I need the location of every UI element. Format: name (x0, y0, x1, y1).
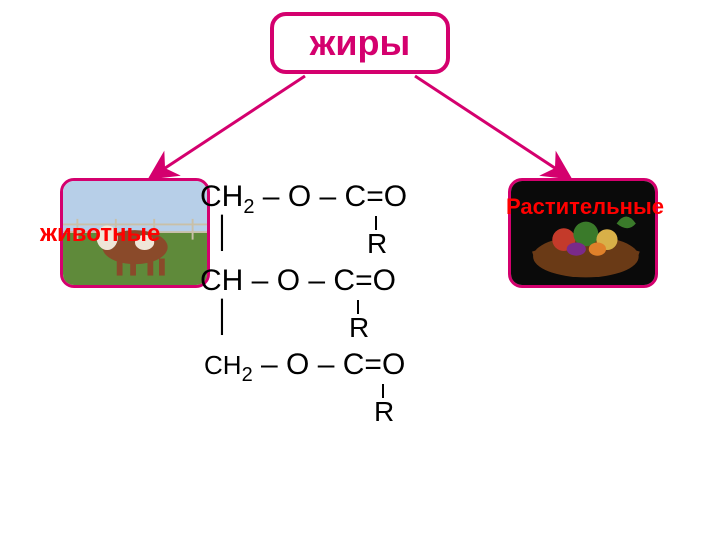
formula-r2-o: O (373, 264, 396, 297)
formula-r3-o: O (382, 348, 405, 381)
formula-r1-c: C (345, 180, 367, 213)
formula-row-2: CH – O – C=O (200, 264, 510, 308)
formula-r2-eq: = (355, 264, 373, 297)
formula-row-3: CH2 – O – C=O (200, 348, 510, 392)
title-text: жиры (310, 22, 410, 64)
formula-r3-ch-c: CH (204, 350, 242, 380)
r-label-3: R (374, 396, 394, 428)
arrow-right (415, 76, 570, 178)
formula-r2-ch: CH (200, 264, 243, 297)
formula-r3-under: R (200, 392, 510, 432)
right-label: Растительные (506, 196, 666, 218)
backbone-bar-1: │ (214, 218, 233, 248)
formula-r1-ch: CH (200, 180, 243, 213)
formula-r1-under: │ R (200, 224, 510, 264)
formula-r3-sub: 2 (242, 364, 253, 386)
formula-r2-under: │ R (200, 308, 510, 348)
arrow-left (150, 76, 305, 178)
left-label: животные (40, 222, 210, 246)
formula-r3-c: C (343, 348, 365, 381)
formula-r1-eq: = (366, 180, 384, 213)
formula-r1-o: O (384, 180, 407, 213)
title-box: жиры (270, 12, 450, 74)
backbone-bar-2: │ (214, 302, 233, 332)
formula-r1-mid: – O – (254, 180, 344, 213)
chemical-formula: CH2 – O – C=O │ R CH – O – C=O │ R CH2 –… (200, 180, 510, 432)
formula-r2-mid: – O – (243, 264, 333, 297)
formula-r1-sub: 2 (243, 196, 254, 218)
formula-row-1: CH2 – O – C=O (200, 180, 510, 224)
formula-r3-eq: = (364, 348, 382, 381)
formula-r3-mid: – O – (253, 348, 343, 381)
r-label-2: R (349, 312, 369, 344)
formula-r2-c: C (333, 264, 355, 297)
r-label-1: R (367, 228, 387, 260)
